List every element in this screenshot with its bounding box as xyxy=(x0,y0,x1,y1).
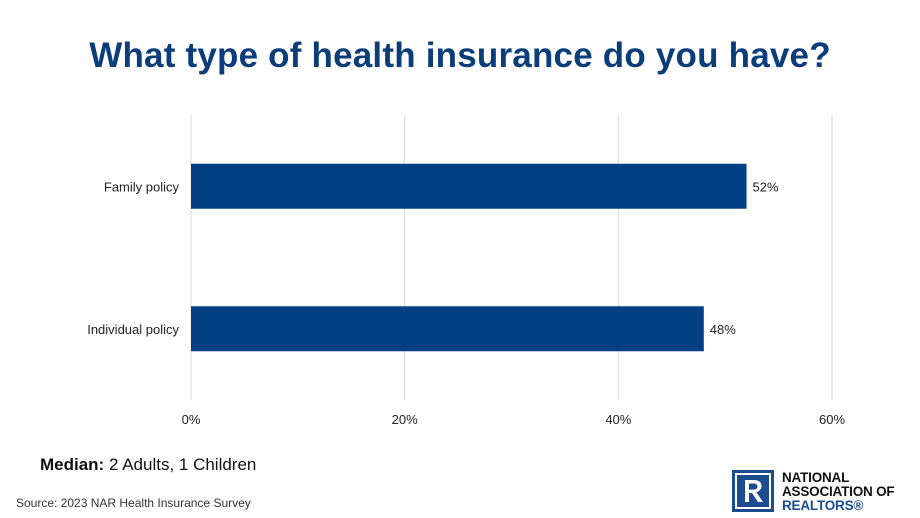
logo-line-2: ASSOCIATION OF xyxy=(782,484,895,499)
logo-line-1: NATIONAL xyxy=(782,470,850,485)
bar xyxy=(191,163,747,209)
nar-logo: NATIONAL ASSOCIATION OF REALTORS® xyxy=(732,470,917,516)
x-tick-label: 40% xyxy=(605,412,631,427)
category-label: Individual policy xyxy=(87,322,179,337)
median-value: 2 Adults, 1 Children xyxy=(104,455,257,474)
x-tick-label: 0% xyxy=(182,412,201,427)
data-label: 48% xyxy=(710,322,736,337)
logo-text: NATIONAL ASSOCIATION OF REALTORS® xyxy=(782,470,895,513)
logo-line-3: REALTORS® xyxy=(782,498,864,513)
chart-title: What type of health insurance do you hav… xyxy=(89,36,831,75)
category-label: Family policy xyxy=(104,179,180,194)
labels: 0% 20% 40% 60% Family policy 52% Individual po… xyxy=(87,179,845,427)
bar xyxy=(191,306,704,352)
x-tick-label: 60% xyxy=(819,412,845,427)
median-note: Median: 2 Adults, 1 Children xyxy=(40,455,256,475)
x-tick-label: 20% xyxy=(392,412,418,427)
bars xyxy=(191,163,747,352)
data-label: 52% xyxy=(753,179,779,194)
gridlines xyxy=(190,115,833,400)
bar-chart: 0% 20% 40% 60% Family policy 52% Individual po… xyxy=(87,115,845,427)
realtor-r-icon xyxy=(732,470,774,512)
source-note: Source: 2023 NAR Health Insurance Survey xyxy=(16,496,251,510)
median-label: Median: xyxy=(40,455,105,474)
